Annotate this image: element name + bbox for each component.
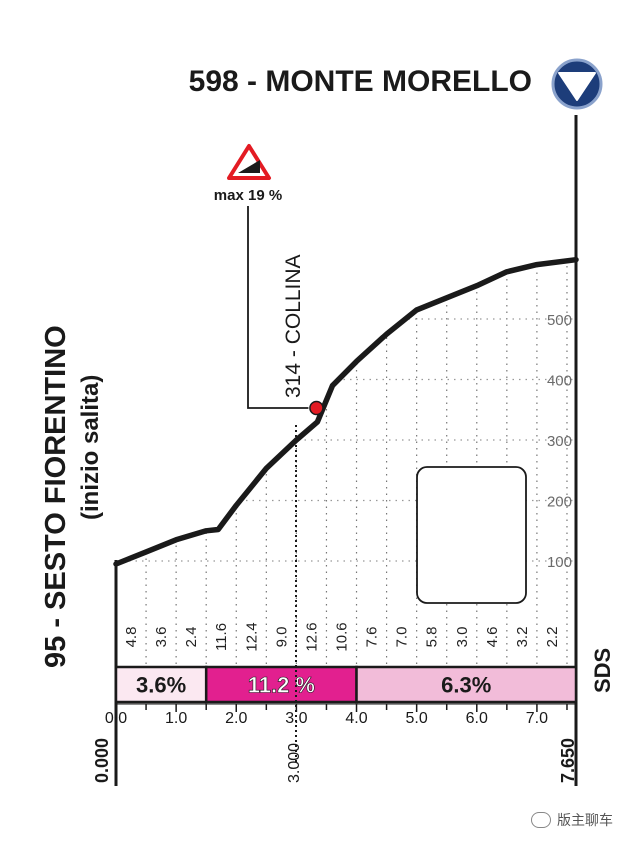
gradient-label: 3.2 [514, 627, 531, 648]
badge-triangle-icon [558, 72, 596, 101]
gradient-label: 9.0 [273, 627, 290, 648]
brand-logo-text: SDS [590, 648, 615, 693]
intermediate-point-marker [309, 400, 324, 416]
gradient-label: 7.0 [394, 627, 411, 648]
gradient-label: 5.8 [424, 627, 441, 648]
x-tick-label: 2.0 [225, 710, 247, 727]
x-tick-label: 6.0 [466, 710, 488, 727]
sector-label: 6.3% [441, 673, 491, 698]
gradient-label: 3.6 [153, 627, 170, 648]
gradient-label: 2.2 [544, 627, 561, 648]
x-tick-label: 4.0 [345, 710, 367, 727]
y-tick-label: 100 [547, 554, 572, 571]
profile-line [113, 256, 579, 567]
x-tick-label: 3.0 [285, 710, 307, 727]
sector-bar [355, 665, 578, 704]
start-label: 95 - SESTO FIORENTINO [40, 325, 72, 668]
sector-bar [114, 665, 208, 704]
gradient-label: 7.6 [364, 627, 381, 648]
summary-box [416, 466, 527, 604]
climb-title: 598 - MONTE MORELLO [189, 65, 532, 98]
y-tick-label: 500 [547, 312, 572, 329]
sector-label: 11.2 % [248, 673, 315, 698]
intermediate-km-label: 3.000 [286, 743, 303, 783]
x-tick-label: 1.0 [165, 710, 187, 727]
watermark: 版主聊车 [531, 810, 613, 830]
x-tick-label: 5.0 [406, 710, 428, 727]
max-gradient-label: max 19 % [214, 187, 282, 204]
x-tick-label: 7.0 [526, 710, 548, 727]
gradient-label: 12.6 [303, 622, 320, 651]
start-km-label: 0.000 [92, 738, 112, 783]
gradient-label: 4.8 [123, 627, 140, 648]
gradient-label: 10.6 [333, 622, 350, 651]
warning-triangle-icon [227, 144, 271, 180]
chat-bubble-icon [531, 812, 551, 828]
sector-label: 3.6% [136, 673, 186, 698]
max-gradient-leader [247, 206, 309, 409]
watermark-text: 版主聊车 [557, 812, 613, 828]
intermediate-label: 314 - COLLINA [282, 254, 305, 398]
finish-km-label: 7.650 [558, 738, 578, 783]
start-sub-label: (inizio salita) [77, 375, 104, 520]
x-tick-label: 0.0 [105, 710, 127, 727]
y-tick-label: 300 [547, 433, 572, 450]
gradient-label: 3.0 [454, 627, 471, 648]
gradient-label: 12.4 [243, 622, 260, 651]
gradient-label: 11.6 [213, 623, 230, 651]
y-tick-label: 400 [547, 373, 572, 390]
gradient-label: 4.6 [484, 627, 501, 648]
y-tick-label: 200 [547, 494, 572, 511]
gradient-label: 2.4 [183, 627, 200, 648]
slope-glyph-icon [238, 160, 260, 173]
